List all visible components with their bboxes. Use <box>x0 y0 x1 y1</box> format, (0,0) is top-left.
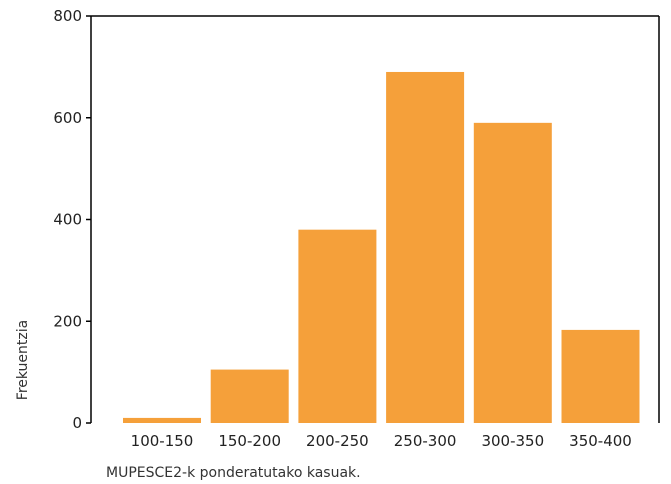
bar-350-400 <box>561 329 640 423</box>
x-tick-label: 250-300 <box>394 432 457 450</box>
bar-200-250 <box>298 229 377 423</box>
bar-100-150 <box>123 417 201 423</box>
bar-150-200 <box>210 369 289 423</box>
x-tick-label: 100-150 <box>131 432 194 450</box>
bar-250-300 <box>386 71 465 424</box>
y-tick-label: 600 <box>53 109 82 127</box>
y-tick-label: 0 <box>72 414 82 432</box>
bars-group <box>123 71 640 424</box>
x-tick-label: 350-400 <box>569 432 632 450</box>
x-tick-label: 300-350 <box>481 432 544 450</box>
x-ticks-group: 100-150 150-200 200-250 250-300 300-350 350-4… <box>131 432 632 450</box>
y-ticks-group: 0 200 400 600 800 <box>53 7 91 432</box>
y-tick-label: 400 <box>53 211 82 229</box>
y-tick-label: 200 <box>53 312 82 330</box>
y-axis-label: Frekuentzia <box>15 320 31 400</box>
chart-caption: MUPESCE2-k ponderatutako kasuak. <box>106 465 361 481</box>
x-tick-label: 150-200 <box>218 432 281 450</box>
bar-300-350 <box>473 122 552 424</box>
x-tick-label: 200-250 <box>306 432 369 450</box>
y-tick-label: 800 <box>53 7 82 25</box>
